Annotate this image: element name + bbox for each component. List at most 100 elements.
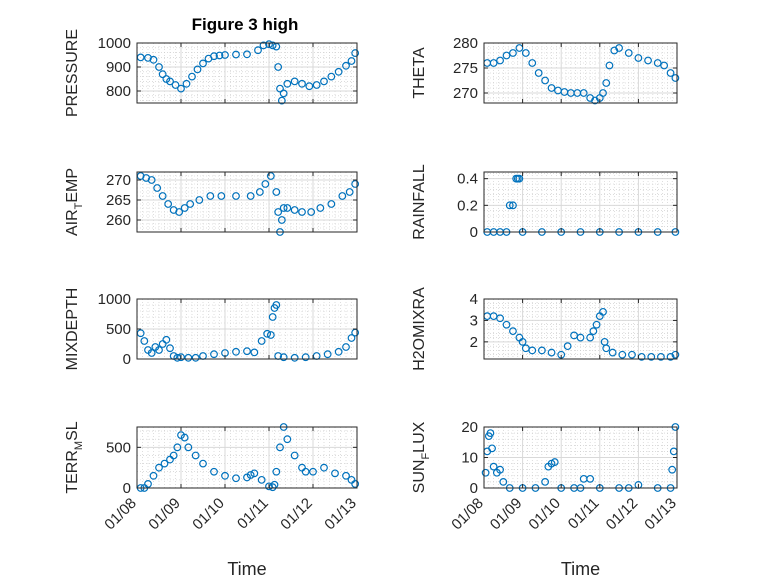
data-point xyxy=(149,55,158,64)
data-point xyxy=(563,342,572,351)
data-point xyxy=(502,51,511,60)
data-point xyxy=(191,451,200,460)
data-series xyxy=(483,307,680,361)
data-point xyxy=(342,61,350,70)
data-point xyxy=(276,443,284,452)
data-point xyxy=(259,41,268,50)
data-point xyxy=(254,46,262,55)
data-series xyxy=(483,44,680,105)
data-point xyxy=(283,204,292,212)
data-point xyxy=(628,350,636,359)
x-tick-label: 01/13 xyxy=(321,495,360,534)
subplot-mixdepth: 0 500 1000 MIXDEPTH xyxy=(64,288,360,371)
data-point xyxy=(347,57,356,65)
data-point xyxy=(155,63,163,71)
y-tick-label: 2 xyxy=(470,334,478,351)
data-point xyxy=(334,347,343,356)
y-tick-label: 10 xyxy=(461,450,478,467)
data-point xyxy=(657,352,665,361)
data-point xyxy=(153,184,162,192)
subplot-pressure: 800 900 1000 PRESSURE xyxy=(64,29,360,117)
y-axis-label: SUNFLUX xyxy=(411,421,432,493)
data-point xyxy=(221,51,229,59)
y-tick-label: 0.2 xyxy=(457,197,478,214)
data-point xyxy=(243,50,251,59)
data-point xyxy=(140,337,149,345)
data-point xyxy=(312,81,321,89)
data-point xyxy=(528,346,537,355)
data-point xyxy=(481,468,490,477)
data-point xyxy=(496,465,504,474)
data-point xyxy=(232,347,240,356)
subplot-theta: 270 275 280 THETA xyxy=(411,35,680,105)
data-point xyxy=(279,204,288,212)
data-point xyxy=(166,77,174,86)
data-point xyxy=(290,206,299,214)
data-point xyxy=(327,200,336,208)
data-point xyxy=(309,467,317,476)
y-tick-label: 1000 xyxy=(98,35,131,52)
data-point xyxy=(602,344,611,353)
data-point xyxy=(279,353,288,362)
data-point xyxy=(488,444,496,453)
y-axis-label: MIXDEPTH xyxy=(64,288,81,371)
y-tick-label: 500 xyxy=(106,439,131,456)
data-point xyxy=(592,320,601,329)
data-point xyxy=(243,347,251,356)
subplot-h2omixra: 2 3 4 H2OMIXRA xyxy=(411,287,680,371)
data-point xyxy=(301,353,310,362)
y-tick-label: 800 xyxy=(106,83,131,100)
data-point xyxy=(232,474,240,483)
y-axis-label: AIRTEMP xyxy=(64,168,85,236)
data-point xyxy=(217,192,226,200)
data-point xyxy=(171,81,180,89)
data-point xyxy=(347,334,356,342)
data-point xyxy=(177,84,185,93)
data-point xyxy=(199,59,207,68)
y-axis-label: PRESSURE xyxy=(64,29,81,117)
data-point xyxy=(534,69,543,77)
data-point xyxy=(246,192,255,200)
data-point xyxy=(605,61,614,70)
x-tick-label: 01/10 xyxy=(525,495,564,534)
data-point xyxy=(496,56,504,65)
y-axis-label: H2OMIXRA xyxy=(411,287,428,371)
data-point xyxy=(182,79,191,88)
data-point xyxy=(644,56,652,65)
x-tick-label: 01/11 xyxy=(234,495,272,533)
data-point xyxy=(327,72,336,81)
data-point xyxy=(166,344,174,353)
data-point xyxy=(351,480,360,488)
data-point xyxy=(268,313,277,321)
x-tick-label: 01/13 xyxy=(641,495,680,534)
x-tick-label: 01/09 xyxy=(487,495,526,534)
x-tick-label: 01/09 xyxy=(145,495,184,534)
x-tick-label: 01/12 xyxy=(277,495,316,534)
data-point xyxy=(188,72,196,81)
data-point xyxy=(576,333,585,342)
data-point xyxy=(250,469,259,478)
y-tick-label: 0 xyxy=(123,351,131,368)
data-point xyxy=(272,188,281,196)
data-point xyxy=(186,200,195,208)
data-point xyxy=(518,337,527,346)
data-point xyxy=(647,352,656,361)
data-point xyxy=(279,89,288,98)
data-point xyxy=(232,192,240,200)
data-point xyxy=(579,89,588,97)
data-point xyxy=(489,462,498,471)
data-point xyxy=(547,84,556,92)
data-point xyxy=(277,96,286,105)
data-point xyxy=(496,314,504,323)
data-point xyxy=(586,474,595,483)
data-point xyxy=(184,443,193,452)
data-point xyxy=(144,480,152,488)
data-point xyxy=(290,77,299,86)
data-point xyxy=(265,40,273,49)
data-point xyxy=(173,443,182,452)
y-tick-label: 500 xyxy=(106,321,131,338)
data-point xyxy=(164,200,173,208)
data-point xyxy=(338,192,347,200)
data-point xyxy=(509,201,517,210)
